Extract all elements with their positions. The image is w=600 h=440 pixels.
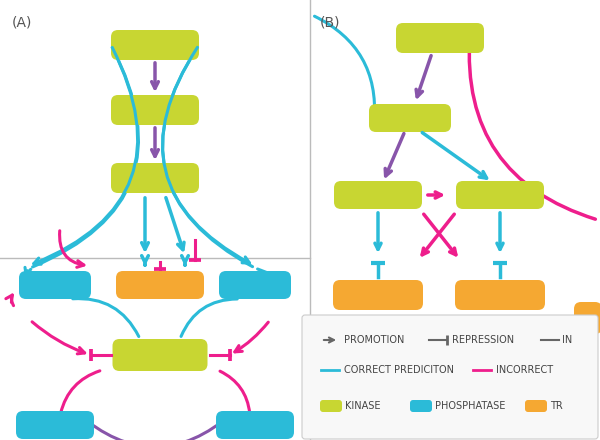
FancyBboxPatch shape [456, 181, 544, 209]
FancyBboxPatch shape [19, 271, 91, 299]
FancyBboxPatch shape [369, 104, 451, 132]
Text: PROMOTION: PROMOTION [344, 335, 404, 345]
FancyBboxPatch shape [111, 95, 199, 125]
FancyBboxPatch shape [525, 400, 547, 412]
FancyBboxPatch shape [111, 30, 199, 60]
FancyBboxPatch shape [396, 23, 484, 53]
FancyBboxPatch shape [574, 302, 600, 334]
FancyBboxPatch shape [410, 400, 432, 412]
FancyBboxPatch shape [333, 280, 423, 310]
Text: REPRESSION: REPRESSION [452, 335, 514, 345]
FancyBboxPatch shape [320, 400, 342, 412]
FancyBboxPatch shape [116, 271, 204, 299]
FancyBboxPatch shape [216, 411, 294, 439]
FancyBboxPatch shape [219, 271, 291, 299]
FancyBboxPatch shape [302, 315, 598, 439]
Text: (A): (A) [12, 16, 32, 30]
FancyBboxPatch shape [334, 181, 422, 209]
FancyBboxPatch shape [113, 339, 208, 371]
Text: CORRECT PREDICITON: CORRECT PREDICITON [344, 365, 454, 375]
Text: PHOSPHATASE: PHOSPHATASE [435, 401, 505, 411]
FancyBboxPatch shape [111, 163, 199, 193]
FancyBboxPatch shape [16, 411, 94, 439]
Text: (B): (B) [320, 16, 341, 30]
Text: IN: IN [562, 335, 572, 345]
Text: TR: TR [550, 401, 563, 411]
Text: INCORRECT: INCORRECT [496, 365, 553, 375]
FancyBboxPatch shape [455, 280, 545, 310]
Text: KINASE: KINASE [345, 401, 380, 411]
